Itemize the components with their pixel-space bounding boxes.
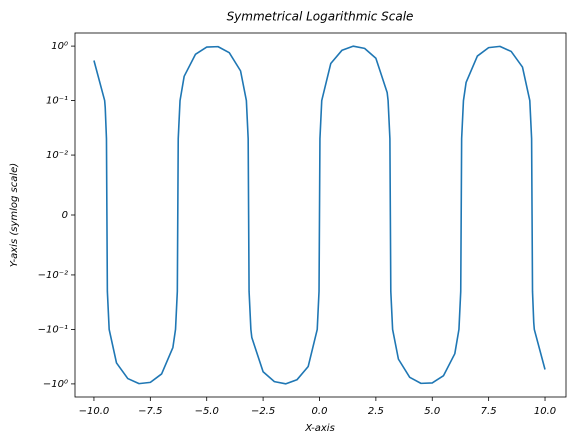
y-tick-label: −10⁻¹ (38, 324, 68, 335)
y-axis-label: Y-axis (symlog scale) (9, 163, 20, 267)
y-tick-label: −10⁰ (43, 379, 68, 390)
x-tick-label: −2.5 (251, 406, 275, 417)
y-tick-label: 0 (62, 210, 68, 221)
x-tick-label: −10.0 (79, 406, 110, 417)
y-tick-label: −10⁻² (38, 270, 68, 281)
x-tick-label: 0.0 (312, 406, 328, 417)
x-tick-label: 10.0 (534, 406, 556, 417)
y-tick-label: 10⁻¹ (46, 96, 68, 107)
chart-title: Symmetrical Logarithmic Scale (227, 10, 414, 24)
y-tick-label: 10⁻² (46, 150, 68, 161)
x-tick-label: −5.0 (195, 406, 219, 417)
x-axis-label: X-axis (304, 423, 335, 434)
y-tick-label: 10⁰ (51, 41, 68, 52)
x-tick-label: −7.5 (138, 406, 162, 417)
line-series (93, 45, 546, 385)
x-tick-label: 5.0 (424, 406, 440, 417)
plot-frame (74, 32, 567, 398)
x-tick-label: 2.5 (368, 406, 384, 417)
x-tick-label: 7.5 (481, 406, 497, 417)
